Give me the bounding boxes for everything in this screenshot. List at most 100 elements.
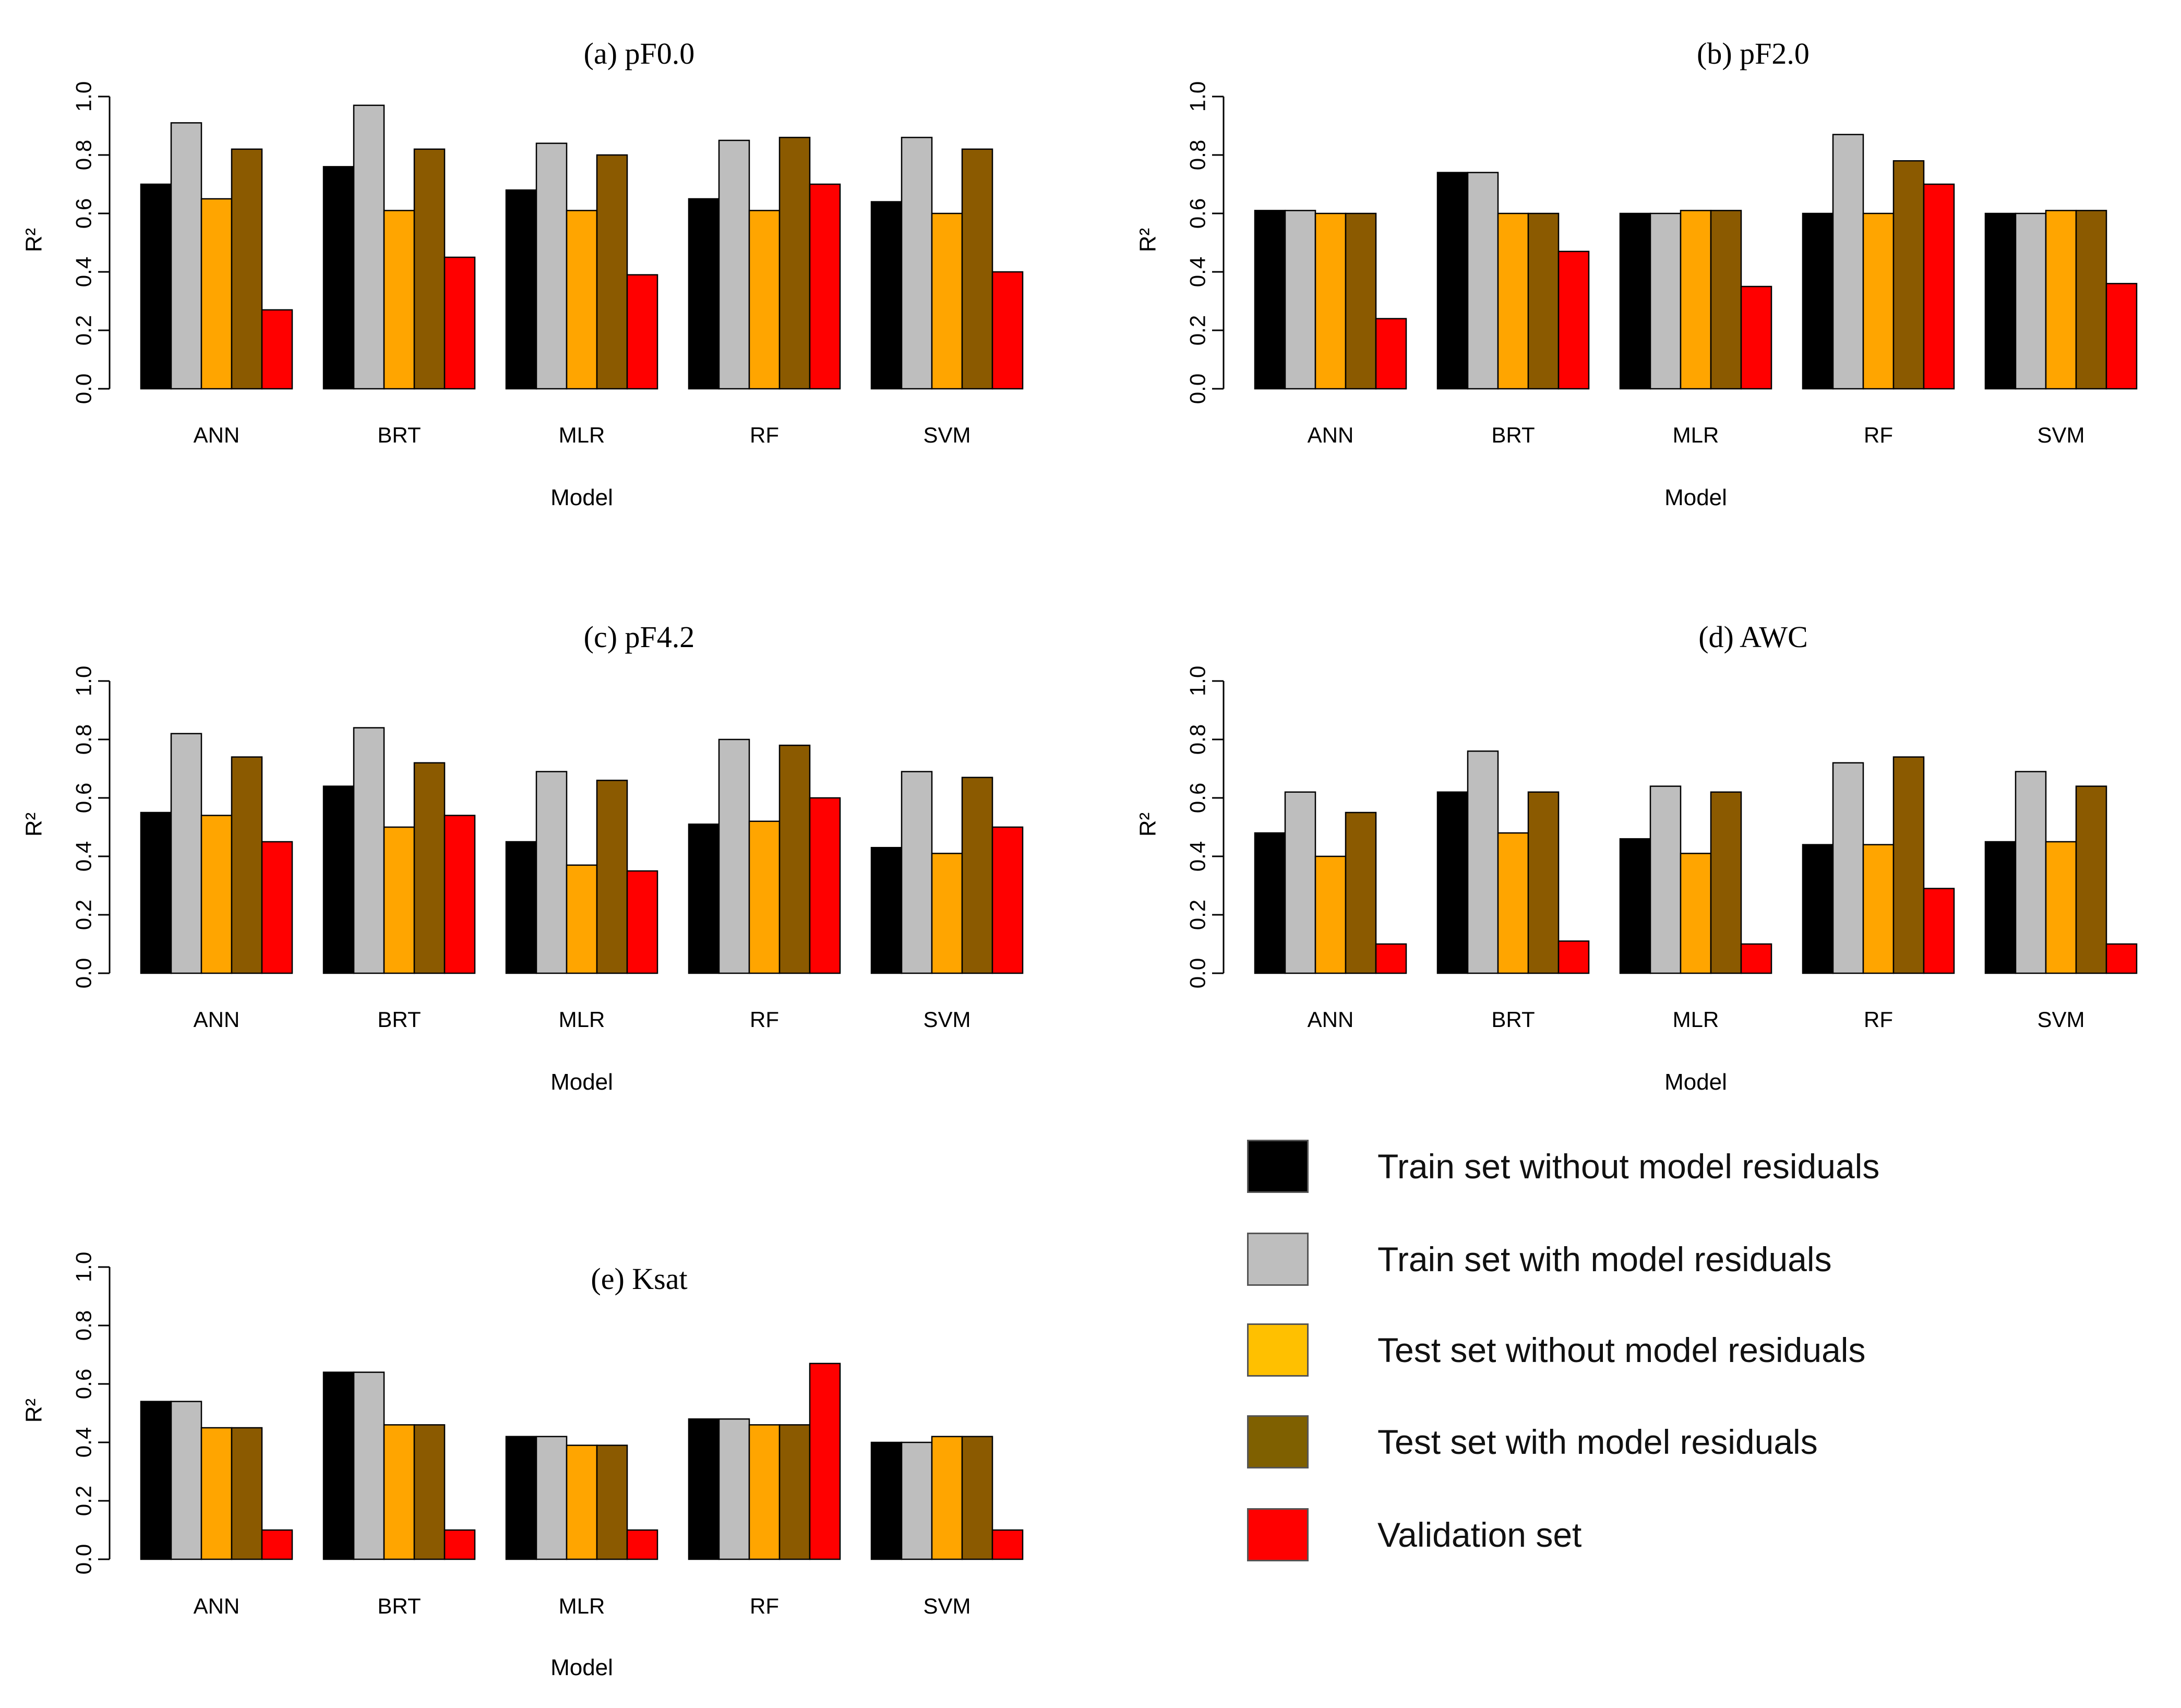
bar-brt-test-with (1527, 791, 1560, 974)
y-tick-label: 1.0 (71, 666, 96, 696)
bar-mlr-train-with (535, 142, 568, 390)
y-tick-label: 0.4 (1185, 841, 1210, 871)
bar-ann-train-without (1254, 832, 1286, 974)
y-axis-label: R² (21, 813, 47, 837)
bar-brt-test-with (413, 1424, 446, 1560)
y-tick-label: 0.6 (1185, 783, 1210, 813)
legend-label-test-without: Test set without model residuals (1377, 1331, 1866, 1369)
x-axis-label: Model (1664, 1069, 1727, 1095)
bar-ann-train-with (1284, 791, 1316, 974)
bar-ann-validation (261, 841, 293, 974)
bar-mlr-test-without (566, 210, 598, 390)
bar-ann-train-with (1284, 210, 1316, 390)
y-tick-label: 1.0 (1185, 81, 1210, 112)
y-tick-label: 0.0 (1185, 958, 1210, 988)
bar-ann-train-without (140, 811, 172, 974)
chart-panel-5: (e) Ksat 0.0 0.2 0.4 0.6 0.8 1.0 R² ANN BRT MLR RF S… (21, 1252, 1024, 1680)
bar-brt-test-without (1497, 832, 1529, 974)
bar-brt-test-without (383, 1424, 415, 1560)
y-tick-label: 0.0 (1185, 374, 1210, 404)
bar-rf-train-without (688, 823, 720, 974)
chart-panel-1: (a) pF0.0 0.0 0.2 0.4 0.6 0.8 1.0 R² ANN BRT MLR RF… (21, 37, 1024, 510)
bar-svm-test-with (961, 777, 993, 974)
bar-svm-train-with (2015, 212, 2047, 390)
bar-svm-validation (991, 271, 1024, 390)
bar-brt-test-without (383, 826, 415, 974)
bar-brt-train-without (322, 166, 355, 390)
bar-svm-train-with (901, 771, 933, 974)
bar-ann-validation (261, 309, 293, 390)
x-tick-label-mlr: MLR (1673, 1007, 1719, 1032)
bar-brt-train-without (1436, 172, 1469, 390)
x-tick-label-rf: RF (750, 423, 779, 447)
bar-brt-test-without (383, 210, 415, 390)
y-axis-label: R² (1135, 228, 1161, 252)
x-tick-label-svm: SVM (2037, 423, 2084, 447)
y-tick-label: 0.8 (71, 1310, 96, 1341)
bar-brt-train-without (322, 1371, 355, 1560)
bar-rf-test-without (748, 820, 781, 974)
bar-svm-train-without (870, 201, 903, 390)
bar-svm-validation (2105, 283, 2138, 390)
bar-rf-train-with (718, 139, 750, 390)
y-tick-label: 1.0 (1185, 666, 1210, 696)
legend-swatch-train-with (1247, 1233, 1309, 1286)
bar-brt-train-with (1467, 750, 1499, 974)
bar-brt-validation (444, 815, 476, 974)
bar-ann-train-with (170, 733, 202, 974)
bar-rf-validation (1923, 183, 1955, 390)
panel-title: (c) pF4.2 (584, 620, 695, 654)
bar-svm-test-with (2075, 785, 2107, 974)
x-tick-label-brt: BRT (1491, 423, 1535, 447)
bar-ann-train-with (170, 122, 202, 390)
panel-title: (a) pF0.0 (584, 37, 695, 70)
bar-mlr-test-without (566, 1444, 598, 1560)
bar-ann-test-with (1345, 212, 1377, 390)
legend-item-test-without: Test set without model residuals (1247, 1321, 1865, 1379)
bar-rf-validation (1923, 888, 1955, 974)
bar-svm-train-with (2015, 771, 2047, 974)
bar-ann-test-without (200, 815, 233, 974)
y-tick-label: 0.2 (71, 900, 96, 930)
legend-swatch-test-with (1247, 1415, 1309, 1468)
bar-ann-test-without (200, 198, 233, 390)
bar-svm-test-without (931, 853, 963, 974)
x-tick-label-rf: RF (750, 1594, 779, 1618)
x-tick-label-ann: ANN (1308, 423, 1354, 447)
bar-svm-test-with (961, 148, 993, 390)
bar-mlr-train-without (505, 841, 537, 974)
y-axis-label: R² (21, 228, 47, 252)
bar-brt-test-with (413, 762, 446, 974)
bar-rf-train-with (718, 738, 750, 974)
bar-ann-validation (261, 1529, 293, 1560)
bar-svm-validation (991, 826, 1024, 974)
y-tick-label: 0.8 (1185, 724, 1210, 755)
bar-ann-train-without (1254, 210, 1286, 390)
bar-svm-train-with (901, 137, 933, 390)
bar-svm-test-without (931, 212, 963, 390)
bar-svm-train-with (901, 1441, 933, 1560)
bar-brt-train-with (353, 727, 385, 974)
y-tick-label: 0.6 (71, 198, 96, 229)
bar-rf-train-with (1832, 134, 1864, 390)
x-tick-label-rf: RF (750, 1007, 779, 1032)
chart-panel-2: (b) pF2.0 0.0 0.2 0.4 0.6 0.8 1.0 R² ANN BRT MLR RF… (1135, 37, 2138, 510)
bar-mlr-validation (1740, 285, 1772, 390)
x-tick-label-ann: ANN (1308, 1007, 1354, 1032)
bar-ann-test-without (1314, 212, 1347, 390)
bar-svm-test-with (961, 1436, 993, 1560)
bar-brt-train-with (1467, 172, 1499, 390)
bar-rf-train-with (1832, 762, 1864, 974)
bar-ann-test-without (200, 1427, 233, 1560)
bar-rf-train-without (688, 1418, 720, 1560)
y-tick-label: 0.8 (71, 140, 96, 170)
x-tick-label-rf: RF (1864, 423, 1893, 447)
y-tick-label: 0.2 (71, 315, 96, 345)
x-tick-label-svm: SVM (923, 1007, 970, 1032)
x-tick-label-ann: ANN (194, 1594, 240, 1618)
bar-brt-test-with (1527, 212, 1560, 390)
x-tick-label-svm: SVM (923, 423, 970, 447)
bar-svm-train-without (870, 846, 903, 974)
legend-label-test-with: Test set with model residuals (1377, 1423, 1818, 1461)
